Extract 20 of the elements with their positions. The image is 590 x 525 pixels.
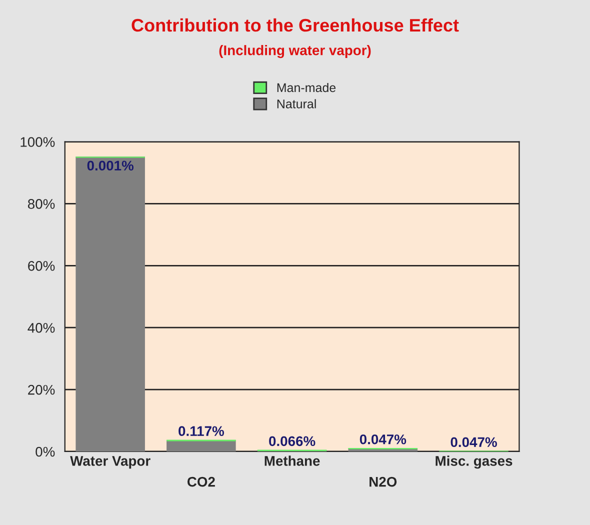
data-label: 0.001% (87, 160, 134, 171)
y-tick-label: 100% (20, 137, 55, 147)
legend-label: Man-made (277, 82, 336, 92)
x-tick-label: Misc. gases (436, 456, 512, 469)
y-tick-label: 80% (28, 199, 55, 209)
data-label: 0.047% (450, 437, 497, 448)
legend-label: Natural (277, 99, 316, 108)
x-tick-label: Methane (264, 456, 320, 466)
x-tick-label: N2O (370, 476, 397, 487)
chart-subtitle: (Including water vapor) (219, 45, 371, 58)
chart-title: Contribution to the Greenhouse Effect (132, 18, 459, 32)
data-label: 0.066% (269, 436, 316, 446)
x-tick-label: Water Vapor (70, 456, 150, 469)
y-tick-label: 0% (36, 446, 55, 457)
data-label: 0.047% (360, 434, 406, 444)
y-tick-label: 40% (28, 322, 55, 333)
y-tick-label: 60% (28, 260, 55, 271)
y-tick-label: 20% (28, 384, 55, 395)
data-label: 0.117% (178, 426, 224, 436)
x-tick-label: CO2 (187, 476, 215, 487)
